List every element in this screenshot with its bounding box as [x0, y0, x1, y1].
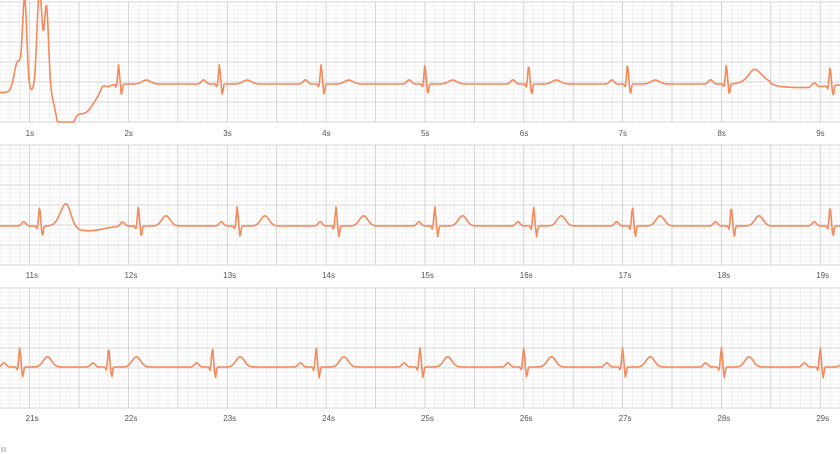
x-tick-label: 9s: [816, 129, 824, 138]
x-tick-label: 18s: [717, 271, 730, 280]
x-tick-label: 22s: [124, 414, 137, 423]
ecg-strip-3: 21s 22s 23s 24s 25s 26s 27s 28s 29s: [0, 287, 840, 423]
x-tick-label: 19s: [816, 271, 829, 280]
ecg-strip-2: 11s 12s 13s 14s 15s 16s 17s 18s 19s: [0, 144, 840, 280]
x-tick-label: 12s: [124, 271, 137, 280]
x-tick-label: 23s: [223, 414, 236, 423]
x-tick-label: 17s: [619, 271, 632, 280]
x-tick-label: 13s: [223, 271, 236, 280]
x-tick-label: 4s: [322, 129, 330, 138]
x-tick-label: 16s: [520, 271, 533, 280]
x-tick-label: 14s: [322, 271, 335, 280]
grid: [0, 1, 840, 123]
corner-mark: [1, 447, 6, 452]
ecg-strip-1: 1s 2s 3s 4s 5s 6s 7s 8s 9s: [0, 0, 840, 138]
x-tick-label: 29s: [816, 414, 829, 423]
x-tick-label: 6s: [520, 129, 528, 138]
ecg-trace: [0, 0, 840, 123]
x-tick-label: 1s: [26, 129, 34, 138]
x-tick-label: 2s: [124, 129, 132, 138]
ecg-trace: [0, 347, 840, 379]
x-tick-label: 27s: [619, 414, 632, 423]
x-tick-label: 3s: [223, 129, 231, 138]
grid: [0, 144, 840, 266]
x-tick-label: 25s: [421, 414, 434, 423]
x-tick-label: 24s: [322, 414, 335, 423]
x-tick-label: 28s: [717, 414, 730, 423]
x-tick-label: 5s: [421, 129, 429, 138]
x-tick-label: 21s: [26, 414, 39, 423]
x-tick-label: 11s: [26, 271, 38, 280]
x-tick-label: 8s: [717, 129, 725, 138]
x-tick-label: 26s: [520, 414, 533, 423]
ecg-trace: [0, 202, 840, 238]
x-tick-label: 7s: [619, 129, 627, 138]
x-tick-label: 15s: [421, 271, 434, 280]
